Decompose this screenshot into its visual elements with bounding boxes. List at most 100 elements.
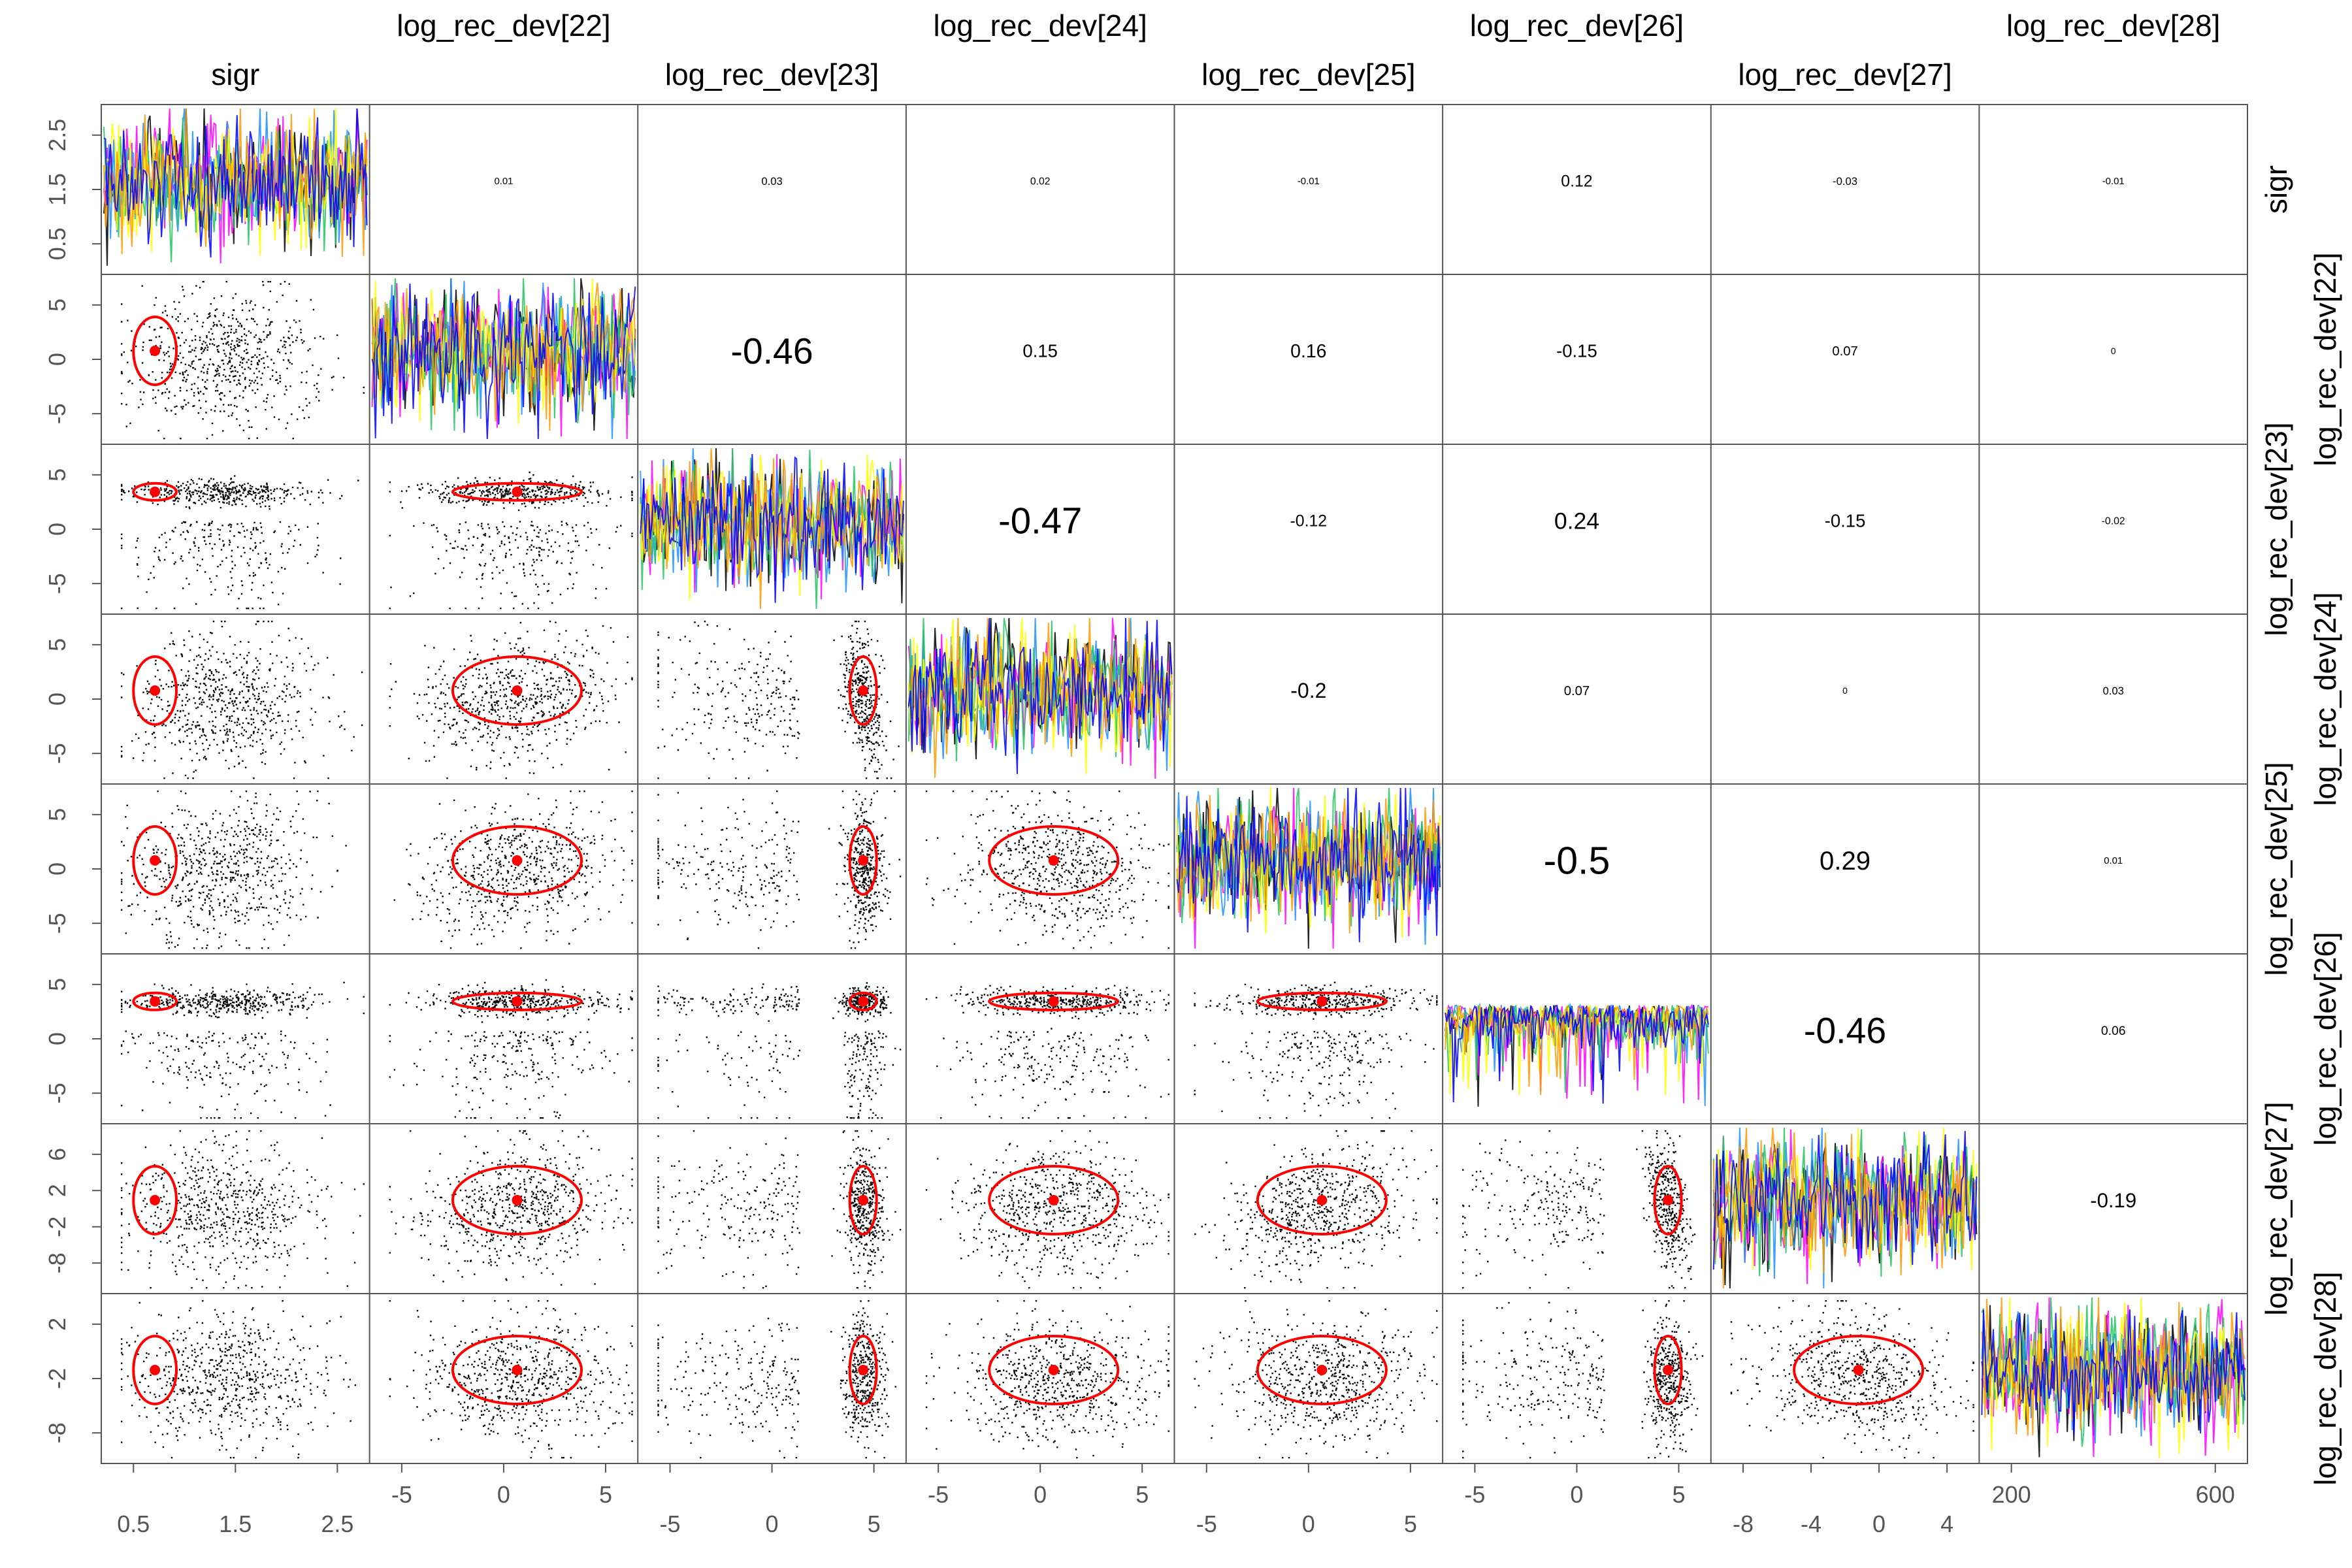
scatter-points <box>121 621 363 779</box>
y-tick-label: -8 <box>44 1422 71 1443</box>
confidence-ellipse <box>132 825 178 896</box>
panel-0-5: 0.12 <box>1561 173 1592 191</box>
mean-point <box>512 855 523 866</box>
panel-7-3 <box>925 1300 1169 1459</box>
trace-log-rec-dev-22- <box>371 278 636 440</box>
scatter-points <box>389 979 633 1119</box>
scatter-points <box>121 1300 357 1459</box>
confidence-ellipse <box>132 316 178 386</box>
panel-1-1 <box>371 278 636 440</box>
confidence-ellipse <box>848 991 878 1011</box>
y-tick-label: 0 <box>44 353 71 366</box>
x-tick-label: -4 <box>1801 1511 1821 1537</box>
scatter-dots <box>657 1130 902 1289</box>
panel-6-5 <box>1462 1130 1696 1289</box>
panel-3-5: 0.07 <box>1564 684 1590 698</box>
panel-5-5 <box>1445 1002 1709 1107</box>
variable-labels: sigrsigrlog_rec_dev[22]log_rec_dev[22]lo… <box>211 8 2342 1486</box>
correlation-label: -0.03 <box>1833 175 1857 188</box>
correlation-label: 0.24 <box>1554 508 1599 534</box>
scatter-points <box>925 1300 1169 1459</box>
panel-3-6: 0 <box>1842 685 1848 696</box>
trace-log-rec-dev-23- <box>640 448 904 610</box>
y-tick-label: 0 <box>44 693 71 706</box>
panel-2-7: -0.02 <box>2102 516 2125 527</box>
panel-4-4 <box>1176 787 1441 949</box>
panel-4-7: 0.01 <box>2104 856 2123 866</box>
y-tick-label: -5 <box>44 403 71 424</box>
panel-5-3 <box>925 985 1169 1119</box>
y-tick-label: 5 <box>44 468 71 482</box>
x-tick-label: 0 <box>1034 1481 1047 1508</box>
panel-0-4: -0.01 <box>1298 176 1320 187</box>
panel-7-0 <box>121 1300 357 1459</box>
plot-frame <box>101 104 2248 1464</box>
scatter-points <box>389 1300 633 1459</box>
x-tick-label: 5 <box>1135 1481 1149 1508</box>
confidence-ellipse <box>451 655 583 726</box>
right-variable-label: log_rec_dev[23] <box>2259 422 2293 636</box>
panel-1-2: -0.46 <box>730 331 813 371</box>
x-tick-label: 1.5 <box>219 1511 252 1537</box>
confidence-ellipse <box>451 991 583 1011</box>
scatter-points <box>1194 1130 1438 1289</box>
panel-1-4: 0.16 <box>1290 341 1326 362</box>
panel-4-0 <box>121 791 347 949</box>
panel-3-0 <box>121 621 363 779</box>
panel-2-6: -0.15 <box>1825 511 1866 531</box>
panel-2-2 <box>640 448 904 610</box>
scatter-dots <box>121 791 347 949</box>
y-tick-label: -2 <box>44 1368 71 1389</box>
panel-1-3: 0.15 <box>1022 341 1058 361</box>
x-tick-label: 0.5 <box>117 1511 150 1537</box>
panel-4-1 <box>393 791 633 949</box>
panel-5-2 <box>657 982 902 1119</box>
scatter-dots <box>389 979 633 1119</box>
y-tick-label: -2 <box>44 1217 71 1237</box>
confidence-ellipse <box>988 1165 1120 1235</box>
panel-6-7: -0.19 <box>2090 1189 2136 1212</box>
top-variable-label: log_rec_dev[26] <box>1470 8 1684 42</box>
confidence-ellipse <box>451 482 583 502</box>
scatter-dots <box>1462 1300 1704 1459</box>
correlation-label: 0 <box>1842 685 1848 696</box>
trace-line <box>640 453 904 603</box>
y-tick-label: 1.5 <box>44 173 71 206</box>
confidence-ellipse <box>1256 991 1388 1011</box>
scatter-points <box>1462 1300 1704 1459</box>
scatter-dots <box>393 791 633 949</box>
y-tick-label: 5 <box>44 299 71 312</box>
right-variable-label: log_rec_dev[26] <box>2308 932 2342 1145</box>
right-variable-label: log_rec_dev[24] <box>2308 592 2342 806</box>
scatter-dots <box>657 982 902 1119</box>
x-tick-label: 0 <box>1302 1511 1315 1537</box>
y-tick-label: -5 <box>44 743 71 764</box>
correlation-label: -0.46 <box>1804 1010 1886 1051</box>
panel-5-6: -0.46 <box>1804 1010 1886 1051</box>
y-tick-label: 0 <box>44 523 71 536</box>
trace-sigr <box>103 108 368 266</box>
right-variable-label: sigr <box>2259 165 2293 214</box>
mean-point <box>150 685 161 696</box>
panel-1-6: 0.07 <box>1832 344 1857 359</box>
correlation-label: 0.16 <box>1290 341 1326 362</box>
correlation-label: -0.12 <box>1290 513 1328 531</box>
panel-1-7: 0 <box>2111 346 2116 356</box>
panel-0-3: 0.02 <box>1030 176 1051 188</box>
y-tick-label: 6 <box>44 1148 71 1161</box>
top-variable-label: log_rec_dev[27] <box>1738 57 1952 91</box>
scatter-points <box>1462 1130 1696 1289</box>
confidence-ellipse <box>988 1335 1120 1405</box>
scatter-points <box>121 791 347 949</box>
scatter-points <box>121 281 365 440</box>
trace-line <box>1176 787 1441 938</box>
panel-0-6: -0.03 <box>1833 175 1857 188</box>
scatter-dots <box>389 621 633 779</box>
confidence-ellipse <box>848 825 878 896</box>
panel-6-2 <box>657 1130 902 1289</box>
confidence-ellipse <box>1653 1335 1683 1405</box>
mean-point <box>150 346 161 356</box>
top-variable-label: log_rec_dev[25] <box>1201 57 1415 91</box>
scatter-dots <box>1194 1130 1438 1289</box>
y-tick-label: 5 <box>44 808 71 821</box>
